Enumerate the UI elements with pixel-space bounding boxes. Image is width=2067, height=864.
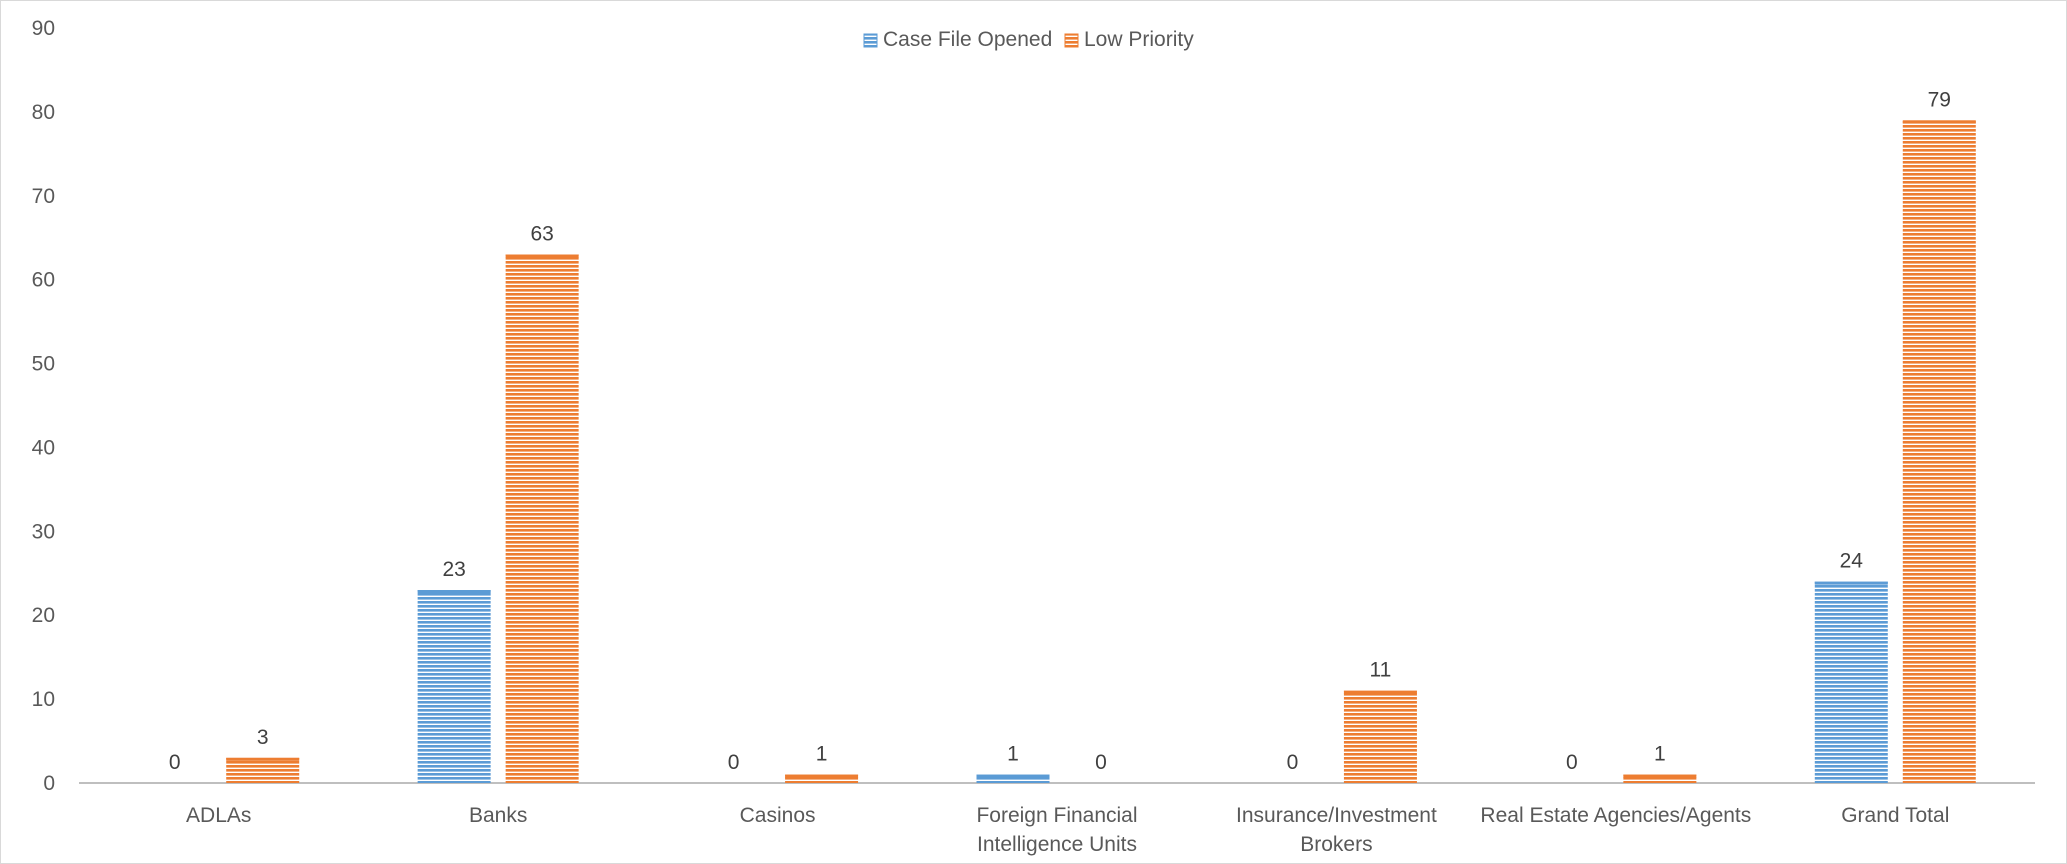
bar-top-edge-1-6 <box>1902 120 1976 124</box>
x-tick-label-3: Foreign Financial Intelligence Units <box>976 804 1137 856</box>
y-tick-label-10: 10 <box>32 688 55 711</box>
x-tick-label-2: Casinos <box>740 804 816 827</box>
x-tick-label-line: Foreign Financial <box>976 804 1137 827</box>
legend-swatch-0 <box>863 33 878 48</box>
bar-top-edge-0-6 <box>1814 581 1888 585</box>
bar-0-3 <box>976 774 1050 783</box>
bar-1-2 <box>785 774 859 783</box>
legend-label-1: Low Priority <box>1084 28 1194 51</box>
bar-top-edge-1-4 <box>1343 690 1417 694</box>
bar-1-5 <box>1623 774 1697 783</box>
data-label-0-6: 24 <box>1840 550 1864 573</box>
bar-1-6 <box>1902 120 1976 784</box>
data-label-1-0: 3 <box>257 726 269 749</box>
x-tick-label-line: Brokers <box>1300 833 1372 856</box>
x-tick-label-4: Insurance/Investment Brokers <box>1236 804 1437 856</box>
x-tick-label-0: ADLAs <box>186 804 251 827</box>
data-label-0-3: 1 <box>1007 743 1019 766</box>
x-tick-label-line: Banks <box>469 804 527 827</box>
y-tick-label-30: 30 <box>32 520 55 543</box>
legend-swatch-1 <box>1064 33 1079 48</box>
y-tick-label-0: 0 <box>43 772 55 795</box>
legend-label-0: Case File Opened <box>883 28 1052 51</box>
bar-top-edge-1-1 <box>505 254 579 258</box>
y-tick-label-90: 90 <box>32 17 55 40</box>
bar-top-edge-1-2 <box>785 774 859 778</box>
legend: Case File Opened Low Priority <box>863 28 1194 51</box>
y-tick-label-50: 50 <box>32 353 55 376</box>
y-tick-label-20: 20 <box>32 604 55 627</box>
data-label-1-1: 63 <box>530 223 553 246</box>
x-tick-label-line: ADLAs <box>186 804 251 827</box>
x-tick-label-5: Real Estate Agencies/Agents <box>1480 804 1751 827</box>
x-tick-label-line: Grand Total <box>1841 804 1949 827</box>
bar-top-edge-0-3 <box>976 774 1050 778</box>
data-label-0-5: 0 <box>1566 751 1578 774</box>
bar-top-edge-1-0 <box>226 757 300 761</box>
data-label-1-3: 0 <box>1095 751 1107 774</box>
bar-top-edge-1-5 <box>1623 774 1697 778</box>
bar-1-1 <box>505 254 579 783</box>
bars-layer <box>226 120 1976 784</box>
data-label-0-4: 0 <box>1287 751 1299 774</box>
y-tick-label-40: 40 <box>32 436 55 459</box>
y-tick-label-60: 60 <box>32 269 55 292</box>
x-tick-label-1: Banks <box>469 804 527 827</box>
data-label-1-4: 11 <box>1370 659 1392 682</box>
x-tick-label-line: Real Estate Agencies/Agents <box>1480 804 1751 827</box>
y-tick-label-80: 80 <box>32 101 55 124</box>
bar-top-edge-0-1 <box>417 590 491 594</box>
bar-1-0 <box>226 757 300 783</box>
data-label-0-1: 23 <box>442 558 465 581</box>
data-label-1-2: 1 <box>816 743 828 766</box>
x-tick-label-line: Casinos <box>740 804 816 827</box>
bar-0-1 <box>417 590 491 783</box>
bar-0-6 <box>1814 581 1888 783</box>
data-label-1-5: 1 <box>1654 743 1666 766</box>
x-tick-label-line: Insurance/Investment <box>1236 804 1437 827</box>
bar-1-4 <box>1343 690 1417 783</box>
data-label-1-6: 79 <box>1928 88 1951 111</box>
data-label-0-0: 0 <box>169 751 181 774</box>
x-tick-label-6: Grand Total <box>1841 804 1949 827</box>
y-tick-label-70: 70 <box>32 185 55 208</box>
x-tick-label-line: Intelligence Units <box>977 833 1137 856</box>
data-label-0-2: 0 <box>728 751 740 774</box>
